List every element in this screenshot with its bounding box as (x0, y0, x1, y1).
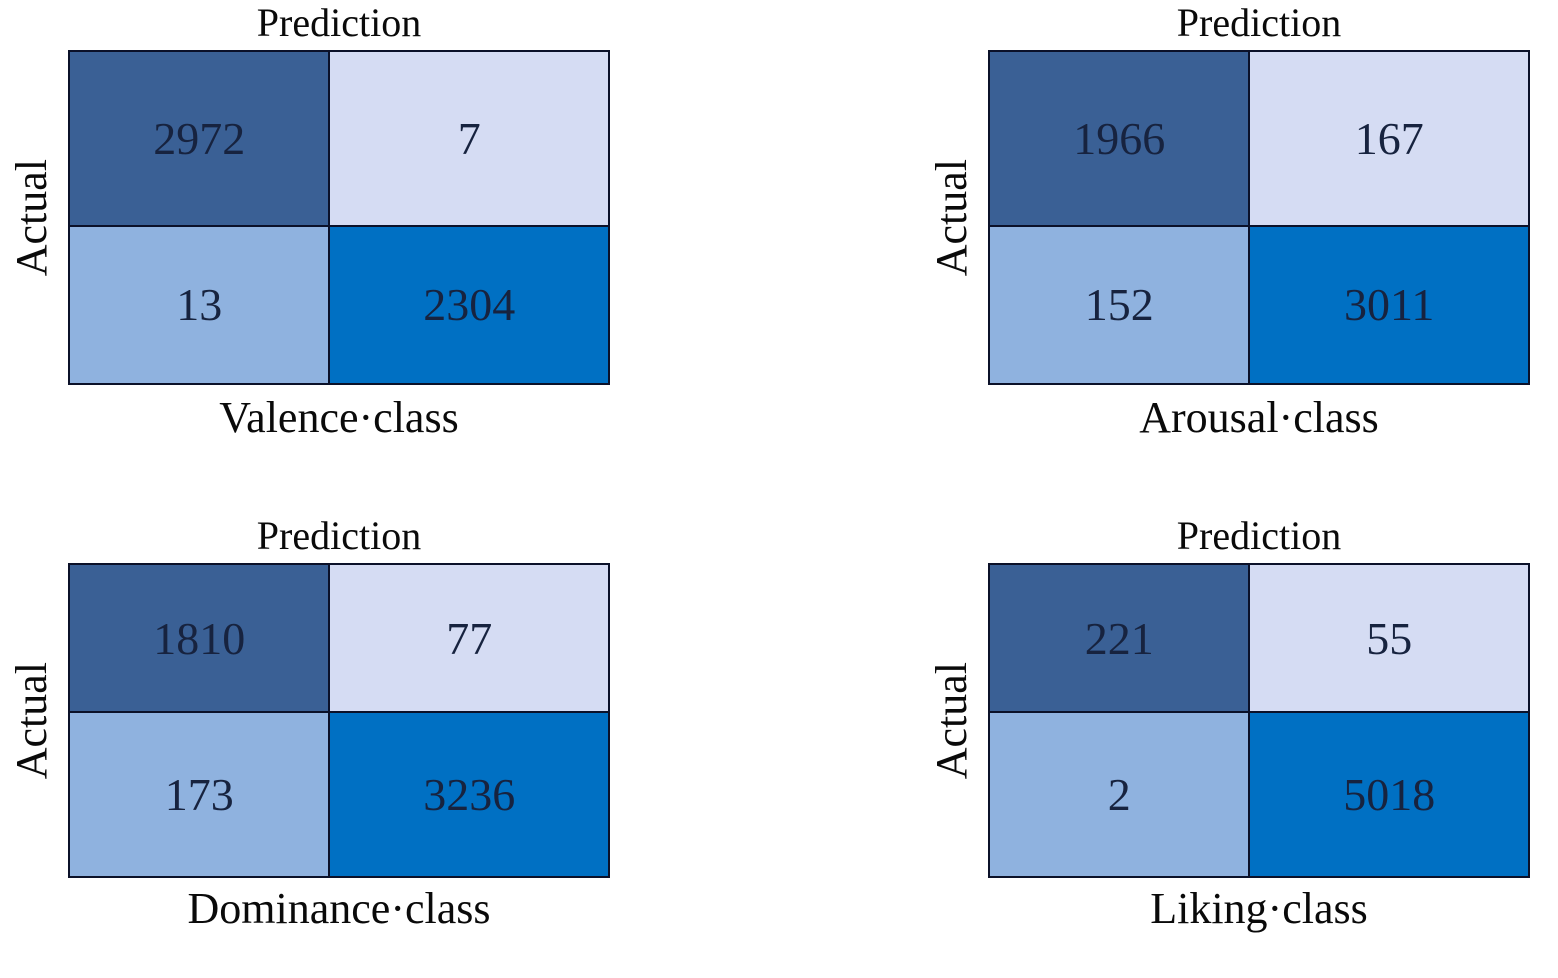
confusion-matrix-dominance: Prediction Actual 1810 77 173 3236 Domin… (0, 513, 640, 978)
prediction-axis-label: Prediction (256, 0, 422, 45)
confusion-matrix-arousal: Prediction Actual 1966 167 152 3011 Arou… (920, 0, 1558, 465)
cell-row0-col1: 167 (1250, 52, 1528, 227)
cell-row1-col0: 152 (990, 226, 1251, 383)
actual-axis-label-wrap: Actual (920, 563, 982, 878)
matrix-grid: 1966 167 152 3011 (988, 50, 1530, 385)
matrix-grid: 2972 7 13 2304 (68, 50, 610, 385)
actual-axis-label: Actual (6, 158, 56, 277)
cell-row0-col1: 55 (1250, 565, 1528, 714)
figure-canvas: { "figure": { "description_top_axis": "P… (0, 0, 1558, 933)
cell-row0-col0: 1810 (70, 565, 331, 714)
actual-axis-label: Actual (926, 158, 976, 277)
actual-axis-label-wrap: Actual (920, 50, 982, 385)
actual-axis-label-wrap: Actual (0, 50, 62, 385)
cell-row1-col0: 13 (70, 226, 331, 383)
confusion-matrix-liking: Prediction Actual 221 55 2 5018 Liking·c… (920, 513, 1558, 978)
cell-row0-col0: 1966 (990, 52, 1251, 227)
prediction-axis-label: Prediction (256, 513, 422, 558)
prediction-axis-label: Prediction (1176, 0, 1342, 45)
cell-row0-col0: 221 (990, 565, 1251, 714)
cell-row0-col1: 7 (330, 52, 608, 227)
prediction-axis-label: Prediction (1176, 513, 1342, 558)
class-axis-label: Liking·class (1150, 884, 1368, 933)
class-axis-label: Arousal·class (1139, 393, 1379, 442)
confusion-matrix-valence: Prediction Actual 2972 7 13 2304 Valence… (0, 0, 640, 465)
cell-row1-col0: 2 (990, 713, 1251, 876)
class-axis-label: Valence·class (219, 393, 459, 442)
matrix-grid: 1810 77 173 3236 (68, 563, 610, 878)
cell-row1-col1: 3236 (330, 713, 608, 876)
cell-row1-col1: 5018 (1250, 713, 1528, 876)
class-axis-label: Dominance·class (187, 884, 491, 933)
cell-row1-col0: 173 (70, 713, 331, 876)
actual-axis-label-wrap: Actual (0, 563, 62, 878)
cell-row1-col1: 3011 (1250, 226, 1528, 383)
cell-row0-col1: 77 (330, 565, 608, 714)
matrix-grid: 221 55 2 5018 (988, 563, 1530, 878)
actual-axis-label: Actual (6, 661, 56, 780)
cell-row1-col1: 2304 (330, 226, 608, 383)
cell-row0-col0: 2972 (70, 52, 331, 227)
actual-axis-label: Actual (926, 661, 976, 780)
